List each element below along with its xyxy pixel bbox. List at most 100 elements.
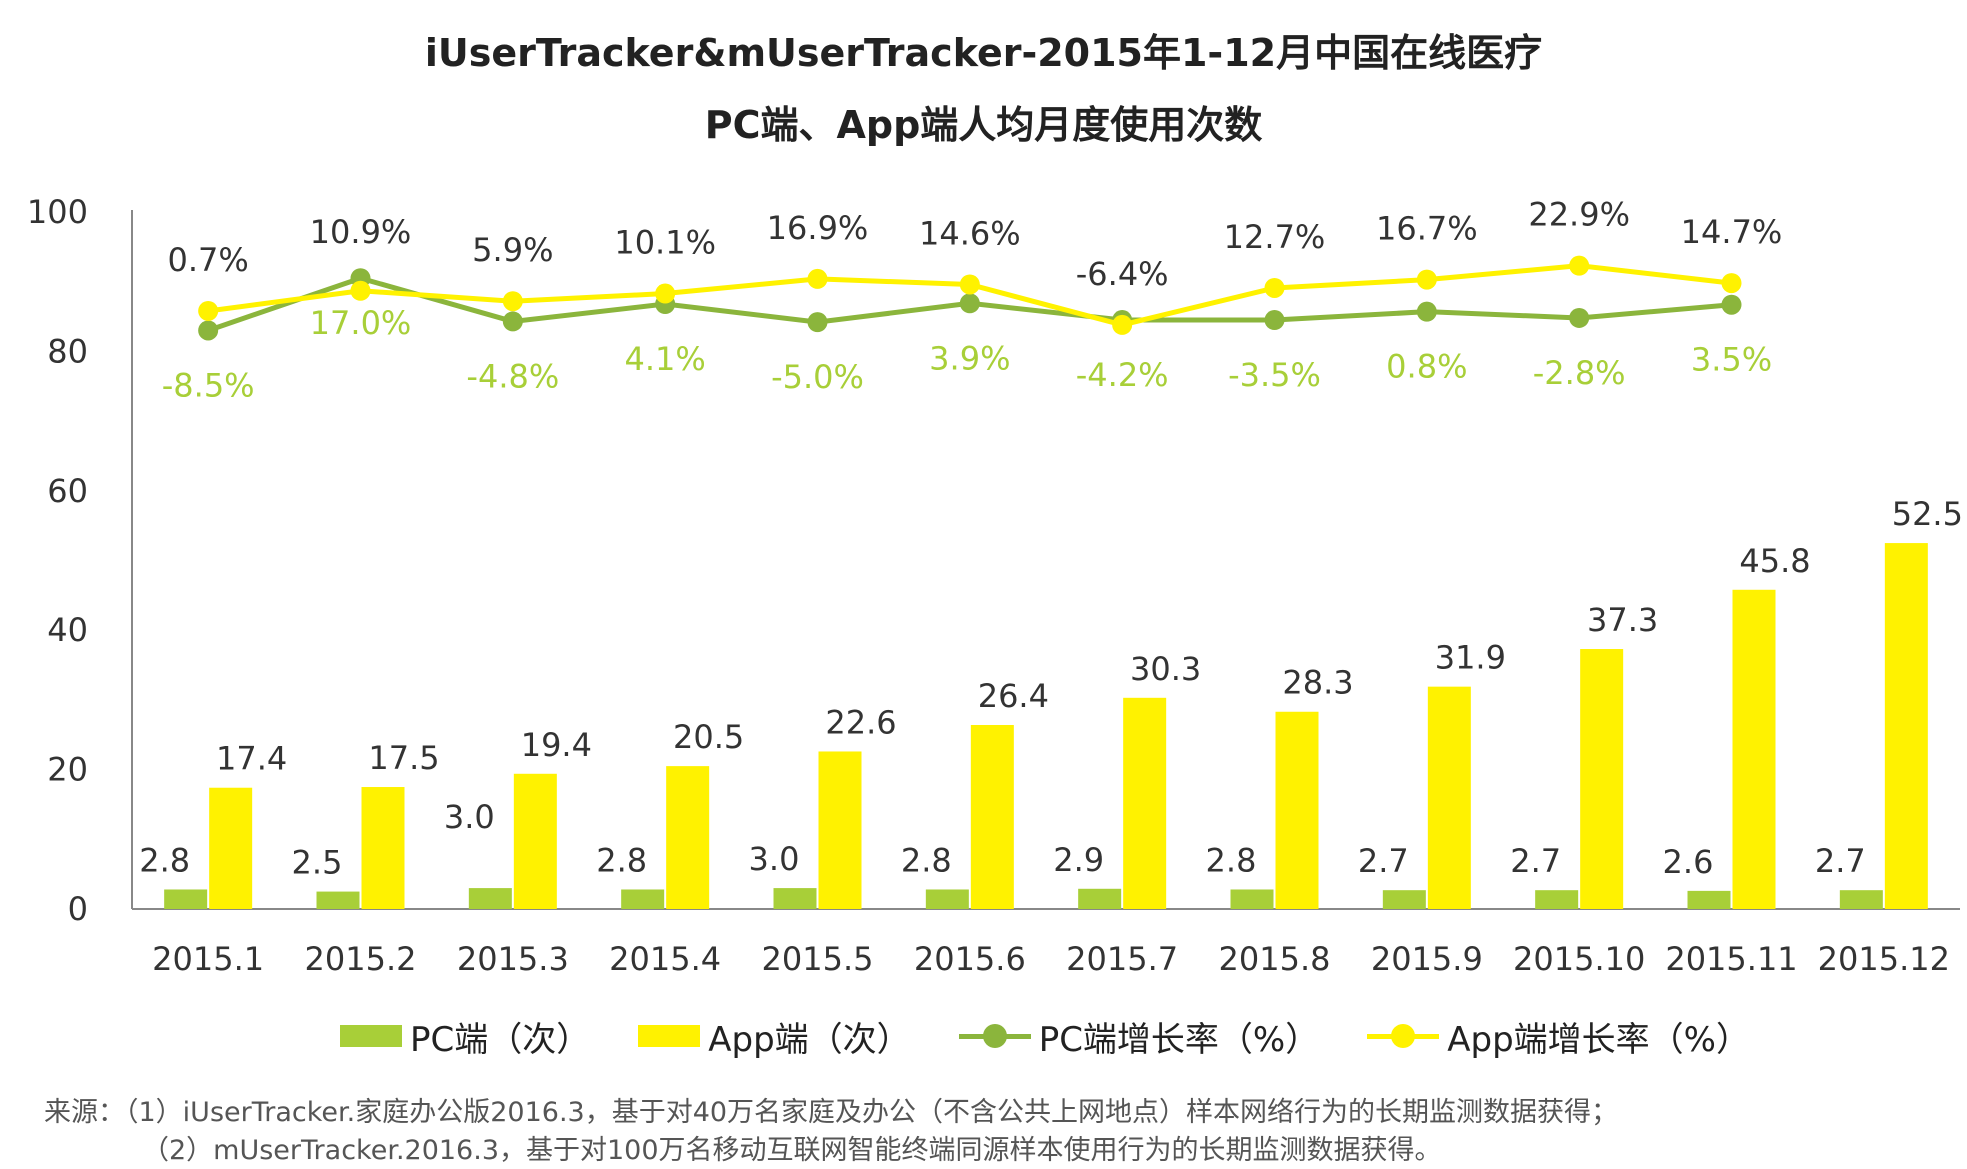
x-tick-label: 2015.7 <box>1066 940 1178 978</box>
bar-app-label: 31.9 <box>1435 639 1506 677</box>
app-rate-label: 16.9% <box>767 209 869 247</box>
y-tick-label: 80 <box>47 332 88 370</box>
pc-rate-label: -4.8% <box>466 357 559 395</box>
bar-pc <box>1230 889 1274 909</box>
x-tick-label: 2015.5 <box>762 940 874 978</box>
chart-title-line2: PC端、App端人均月度使用次数 <box>704 103 1263 147</box>
bar-pc-label: 2.5 <box>292 844 343 882</box>
y-tick-label: 100 <box>27 193 88 231</box>
app-rate-point <box>807 268 828 289</box>
legend-item-app-rate: App端增长率（%） <box>1367 1012 1750 1061</box>
x-tick-label: 2015.1 <box>152 940 264 978</box>
app-rate-point <box>959 274 980 295</box>
bar-app <box>666 766 710 909</box>
bar-pc <box>468 888 512 909</box>
bar-app <box>818 751 862 909</box>
bar-app-label: 20.5 <box>673 718 744 756</box>
legend-swatch-app <box>638 1025 701 1047</box>
bar-app <box>1580 649 1624 909</box>
bar-pc <box>1078 888 1122 909</box>
pc-rate-label: -4.2% <box>1076 356 1169 394</box>
bar-pc-label: 2.8 <box>596 841 647 879</box>
y-tick-label: 20 <box>47 751 88 789</box>
bar-pc <box>773 888 817 909</box>
legend-item-pc-rate: PC端增长率（%） <box>958 1012 1320 1061</box>
bar-pc <box>1687 890 1731 909</box>
x-tick-label: 2015.9 <box>1371 940 1483 978</box>
bar-app-label: 37.3 <box>1587 601 1658 639</box>
pc-rate-point <box>198 320 219 341</box>
app-rate-label: 10.1% <box>614 224 716 262</box>
bar-pc-label: 2.8 <box>901 841 952 879</box>
bar-pc <box>164 889 208 909</box>
pc-rate-label: -3.5% <box>1228 356 1321 394</box>
legend-swatch-app-rate <box>1367 1023 1440 1049</box>
x-tick-label: 2015.11 <box>1665 940 1797 978</box>
bar-pc-label: 2.7 <box>1358 842 1409 880</box>
bar-app <box>209 787 253 909</box>
app-rate-label: 22.9% <box>1528 196 1630 234</box>
bar-pc-label: 2.8 <box>139 841 190 879</box>
app-rate-point <box>655 283 676 304</box>
bar-app-label: 45.8 <box>1739 542 1810 580</box>
app-rate-point <box>1416 269 1437 290</box>
pc-rate-point <box>1569 307 1590 328</box>
pc-rate-label: 4.1% <box>625 340 706 378</box>
pc-rate-point <box>1264 310 1285 331</box>
app-rate-label: 0.7% <box>168 241 249 279</box>
bar-app-label: 19.4 <box>521 726 592 764</box>
legend-item-pc-bar: PC端（次） <box>340 1012 590 1061</box>
legend-swatch-pc <box>340 1025 402 1047</box>
legend-label-pc-rate: PC端增长率（%） <box>1038 1019 1320 1060</box>
pc-rate-point <box>807 312 828 333</box>
legend-label-app-rate: App端增长率（%） <box>1447 1019 1750 1060</box>
app-rate-label: 5.9% <box>472 231 553 269</box>
bar-pc <box>925 889 969 909</box>
app-rate-point <box>502 291 523 312</box>
pc-rate-label: 0.8% <box>1386 348 1467 386</box>
bar-app-label: 22.6 <box>825 703 896 741</box>
chart-title-line1: iUserTracker&mUserTracker-2015年1-12月中国在线… <box>424 31 1543 75</box>
pc-rate-label: -2.8% <box>1533 354 1626 392</box>
bar-app <box>1275 711 1319 909</box>
app-rate-point <box>1112 314 1133 335</box>
legend-label-pc: PC端（次） <box>410 1019 591 1060</box>
x-tick-label: 2015.4 <box>609 940 721 978</box>
bar-app <box>513 773 557 909</box>
x-tick-label: 2015.10 <box>1513 940 1645 978</box>
x-tick-label: 2015.6 <box>914 940 1026 978</box>
app-rate-point <box>350 280 371 301</box>
pc-rate-label: -8.5% <box>162 366 255 404</box>
pc-rate-label: -5.0% <box>771 358 864 396</box>
y-tick-label: 40 <box>47 611 88 649</box>
bar-pc-label: 2.6 <box>1663 843 1714 881</box>
pc-rate-point <box>959 293 980 314</box>
x-tick-label: 2015.2 <box>305 940 417 978</box>
pc-rate-point <box>1721 294 1742 315</box>
x-tick-label: 2015.8 <box>1219 940 1331 978</box>
app-rate-label: 14.6% <box>919 214 1021 252</box>
app-rate-point <box>1264 277 1285 298</box>
bar-app <box>1123 697 1167 909</box>
app-rate-point <box>1721 273 1742 294</box>
bar-app <box>361 787 405 909</box>
bar-pc <box>1382 890 1426 909</box>
pc-rate-label: 17.0% <box>310 304 412 342</box>
bar-pc-label: 2.7 <box>1815 842 1866 880</box>
bar-pc <box>316 891 360 909</box>
pc-rate-label: 3.5% <box>1691 341 1772 379</box>
y-tick-label: 0 <box>68 890 88 928</box>
legend-label-app: App端（次） <box>708 1019 911 1060</box>
bar-pc-label: 2.9 <box>1053 841 1104 879</box>
bar-app <box>1884 543 1928 909</box>
bar-app <box>1427 686 1471 909</box>
bar-pc-label: 2.7 <box>1510 842 1561 880</box>
app-rate-label: -6.4% <box>1076 255 1169 293</box>
source-note-1: 来源：（1）iUserTracker.家庭办公版2016.3，基于对40万名家庭… <box>44 1097 1619 1128</box>
x-tick-label: 2015.3 <box>457 940 569 978</box>
app-rate-label: 14.7% <box>1681 213 1783 251</box>
app-rate-point <box>198 300 219 321</box>
y-tick-label: 60 <box>47 472 88 510</box>
bar-pc <box>1839 890 1883 909</box>
